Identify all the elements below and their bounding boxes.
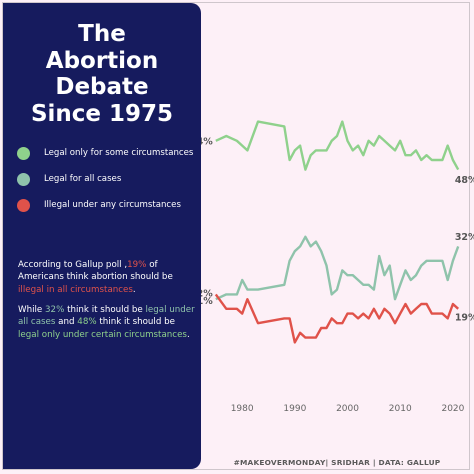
footer-credit: #MAKEOVERMONDAY| SRIDHAR | DATA: GALLUP: [233, 458, 441, 467]
p2-highlight-all-cases: legal under all cases: [18, 305, 195, 328]
x-tick-label-0: 1980: [231, 404, 254, 414]
series-layer: [214, 120, 460, 344]
series-line-0: [215, 120, 460, 171]
series-line-1: [215, 235, 460, 301]
x-tick-label-2: 2000: [336, 404, 359, 414]
series-start-label-2: 21%: [190, 296, 213, 307]
chart-title: The Abortion Debate Since 1975: [30, 21, 174, 127]
p2-text-e: and: [55, 317, 78, 328]
summary-paragraph-2: While 32% think it should be legal under…: [18, 304, 198, 341]
series-line-2: [214, 293, 460, 344]
series-end-label-0: 48%: [455, 175, 474, 186]
p2-text-c: think it should be: [64, 305, 146, 315]
x-tick-label-1: 1990: [283, 404, 306, 414]
legend-dot-all: [17, 172, 30, 186]
p2-text-i: .: [186, 329, 190, 340]
legend-dot-some: [17, 146, 30, 160]
series-end-label-2: 19%: [455, 312, 474, 323]
p2-text-g: think it should be: [96, 317, 175, 328]
p1-text-e: .: [132, 284, 136, 295]
legend-item-illegal: Illegal under any circumstances: [17, 192, 193, 218]
legend-label-some: Legal only for some circumstances: [44, 148, 194, 158]
p1-highlight-percent: 19%: [127, 260, 147, 270]
series-start-label-0: 54%: [190, 136, 213, 147]
p1-text-c: of Americans think abortion should be: [18, 260, 173, 283]
legend-dot-illegal: [17, 198, 30, 212]
p1-text-a: According to Gallup poll ,: [18, 260, 128, 270]
p2-text-a: While: [18, 305, 46, 315]
legend-item-some: Legal only for some circumstances: [17, 140, 193, 166]
chart-frame: [2, 2, 470, 470]
p2-highlight-32: 32%: [45, 305, 65, 315]
legend-label-all: Legal for all cases: [44, 174, 122, 184]
series-end-label-1: 32%: [455, 232, 474, 243]
label-layer: 54% 48% 22% 32% 21% 19%: [190, 136, 474, 323]
legend-item-all: Legal for all cases: [17, 166, 193, 192]
summary-paragraph-1: According to Gallup poll ,19% of America…: [18, 259, 198, 296]
info-panel: The Abortion Debate Since 1975 Legal onl…: [3, 3, 201, 469]
p2-highlight-48: 48%: [77, 317, 97, 328]
series-start-label-1: 22%: [190, 289, 213, 300]
x-tick-label-3: 2010: [389, 404, 412, 414]
x-tick-label-4: 2020: [441, 404, 464, 414]
p1-highlight-illegal: illegal in all circumstances: [18, 284, 133, 295]
x-axis-ticks: 1980 1990 2000 2010 2020: [231, 404, 465, 414]
legend: Legal only for some circumstances Legal …: [17, 140, 193, 218]
p2-highlight-certain: legal only under certain circumstances: [18, 329, 187, 340]
legend-label-illegal: Illegal under any circumstances: [44, 200, 181, 210]
